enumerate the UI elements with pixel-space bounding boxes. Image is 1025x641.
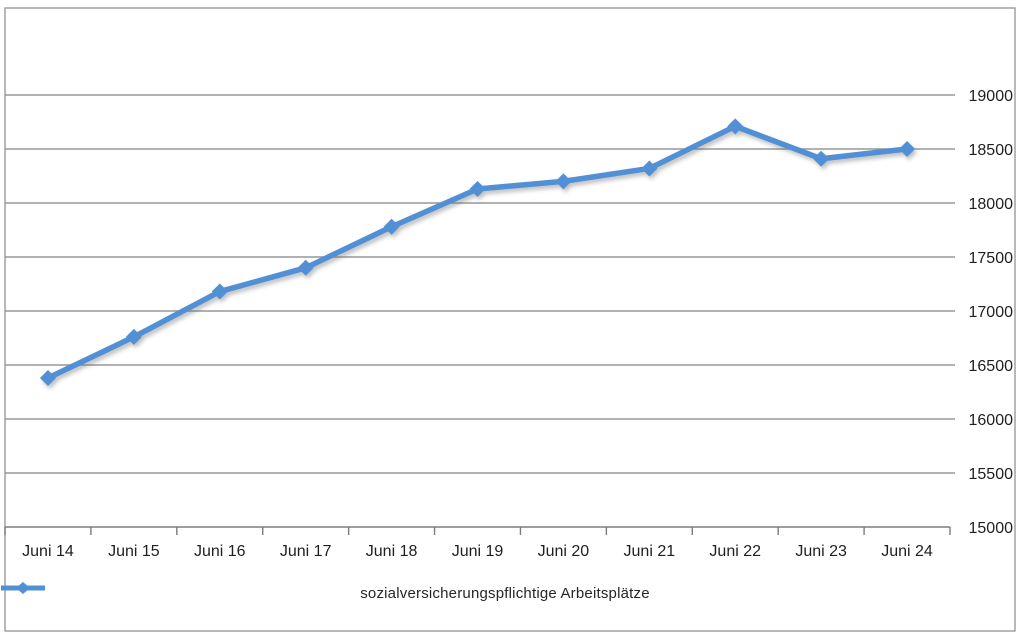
y-axis-tick-label: 15000	[969, 520, 1014, 537]
x-axis-tick-label: Juni 20	[538, 543, 590, 560]
chart-legend: sozialversicherungspflichtige Arbeitsplä…	[0, 580, 1010, 606]
data-point-marker	[383, 218, 400, 235]
x-axis-tick-label: Juni 18	[366, 543, 418, 560]
x-axis-tick-label: Juni 22	[709, 543, 761, 560]
x-axis-tick-label: Juni 14	[22, 543, 74, 560]
data-point-marker	[469, 180, 486, 197]
data-point-marker	[39, 369, 56, 386]
series-line	[46, 123, 908, 381]
data-point-marker	[899, 141, 916, 157]
x-axis-tick-label: Juni 15	[108, 543, 160, 560]
x-axis-tick-label: Juni 16	[194, 543, 246, 560]
x-axis-tick-label: Juni 23	[795, 543, 847, 560]
legend-line-diamond-icon	[1, 582, 45, 594]
data-point-marker	[211, 283, 228, 300]
data-point-marker	[297, 259, 314, 276]
x-axis-tick-label: Juni 17	[280, 543, 332, 560]
y-axis-tick-label: 19000	[969, 88, 1014, 105]
data-point-marker	[727, 118, 744, 135]
y-axis-tick-label: 15500	[969, 466, 1014, 483]
x-axis-tick-label: Juni 21	[624, 543, 676, 560]
y-axis-tick-label: 16500	[969, 358, 1014, 375]
data-series	[39, 118, 916, 386]
x-axis-tick-label: Juni 24	[881, 543, 933, 560]
x-axis-tick-label: Juni 19	[452, 543, 504, 560]
legend-series-label: sozialversicherungspflichtige Arbeitsplä…	[360, 584, 650, 602]
data-point-marker	[813, 150, 830, 167]
y-axis-tick-label: 17500	[969, 250, 1014, 267]
y-axis-tick-label: 17000	[969, 304, 1014, 321]
y-axis-tick-label: 16000	[969, 412, 1014, 429]
chart-border	[4, 7, 1016, 632]
data-point-marker	[125, 328, 142, 345]
y-axis-tick-label: 18000	[969, 196, 1014, 213]
y-axis-tick-label: 18500	[969, 142, 1014, 159]
data-point-marker	[641, 160, 658, 177]
data-point-marker	[555, 173, 572, 190]
